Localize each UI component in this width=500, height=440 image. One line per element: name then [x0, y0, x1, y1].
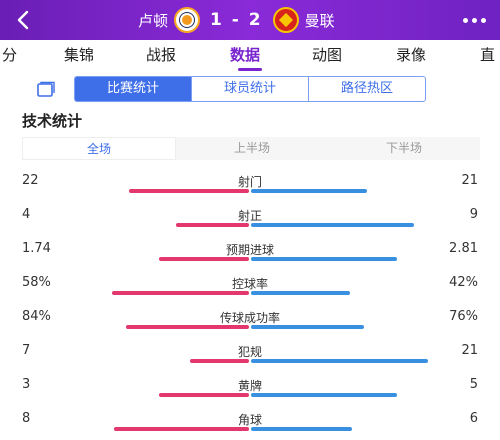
away-bar	[251, 325, 364, 329]
period-first-half[interactable]: 上半场	[233, 141, 270, 155]
tab-report[interactable]: 战报	[146, 46, 177, 64]
home-value: 58%	[22, 275, 51, 290]
home-value: 84%	[22, 309, 51, 324]
subtab-match-stats[interactable]: 比赛统计	[75, 77, 192, 101]
tab-score[interactable]: 分	[2, 46, 18, 64]
chevron-left-icon	[17, 10, 29, 30]
stat-row: 22 射门 21	[0, 173, 500, 213]
home-value: 22	[22, 173, 39, 188]
home-value: 7	[22, 343, 31, 358]
stat-name: 预期进球	[225, 243, 274, 257]
stat-name: 射门	[237, 175, 262, 189]
section-title: 技术统计	[22, 112, 83, 130]
active-tab-indicator	[238, 68, 262, 71]
stat-name: 黄牌	[237, 379, 262, 393]
home-bar	[112, 291, 249, 295]
home-value: 8	[22, 411, 31, 426]
away-team-name: 曼联	[304, 11, 335, 30]
subtab-player-stats[interactable]: 球员统计	[192, 77, 309, 101]
home-value: 3	[22, 377, 31, 392]
away-value: 9	[469, 207, 478, 222]
stat-name: 传球成功率	[219, 311, 280, 325]
away-bar	[251, 223, 414, 227]
away-team-crest-icon	[272, 7, 299, 33]
away-bar	[251, 257, 397, 261]
match-score: 1 - 2	[210, 10, 263, 30]
home-bar	[176, 223, 249, 227]
period-selector: 全场 上半场 下半场	[22, 137, 480, 160]
away-bar	[251, 189, 367, 193]
away-value: 2.81	[449, 241, 478, 256]
away-bar	[251, 393, 397, 397]
home-bar	[159, 393, 249, 397]
home-bar	[190, 359, 249, 363]
away-value: 21	[461, 173, 478, 188]
home-value: 1.74	[22, 241, 51, 256]
stat-row: 8 角球 6	[0, 411, 500, 440]
stats-subtabs: 比赛统计 球员统计 路径热区	[74, 76, 426, 102]
stats-icon[interactable]	[36, 80, 56, 98]
match-nav-tabs: 分 集锦 战报 数据 动图 录像 直	[0, 40, 500, 74]
match-header: 卢顿 1 - 2 曼联	[0, 0, 500, 40]
home-team-crest-icon	[174, 7, 201, 33]
home-bar	[129, 189, 249, 193]
back-button[interactable]	[10, 6, 38, 34]
period-second-half[interactable]: 下半场	[385, 141, 422, 155]
stat-name: 角球	[237, 413, 262, 427]
period-full-match[interactable]: 全场	[22, 137, 176, 160]
away-value: 5	[469, 377, 478, 392]
stat-name: 控球率	[231, 277, 268, 291]
tab-live[interactable]: 直	[480, 46, 496, 64]
stat-row: 1.74 预期进球 2.81	[0, 241, 500, 281]
away-bar	[251, 291, 350, 295]
scoreline: 卢顿 1 - 2 曼联	[138, 6, 335, 34]
home-bar	[126, 325, 249, 329]
away-bar	[251, 359, 428, 363]
stat-name: 射正	[237, 209, 262, 223]
tab-replay[interactable]: 录像	[396, 46, 427, 64]
away-value: 21	[461, 343, 478, 358]
stat-row: 84% 传球成功率 76%	[0, 309, 500, 349]
stat-row: 58% 控球率 42%	[0, 275, 500, 315]
away-bar	[251, 427, 352, 431]
home-bar	[159, 257, 249, 261]
away-value: 42%	[449, 275, 478, 290]
home-bar	[114, 427, 249, 431]
away-value: 6	[469, 411, 478, 426]
away-value: 76%	[449, 309, 478, 324]
stat-row: 7 犯规 21	[0, 343, 500, 383]
tab-data[interactable]: 数据	[230, 46, 261, 64]
more-options-icon[interactable]	[463, 8, 486, 32]
tab-gifs[interactable]: 动图	[312, 46, 343, 64]
stat-row: 4 射正 9	[0, 207, 500, 247]
stat-name: 犯规	[237, 345, 262, 359]
home-value: 4	[22, 207, 31, 222]
home-team-name: 卢顿	[138, 11, 169, 30]
subtab-heat-zones[interactable]: 路径热区	[340, 81, 393, 96]
stat-row: 3 黄牌 5	[0, 377, 500, 417]
tab-highlights[interactable]: 集锦	[64, 46, 95, 64]
